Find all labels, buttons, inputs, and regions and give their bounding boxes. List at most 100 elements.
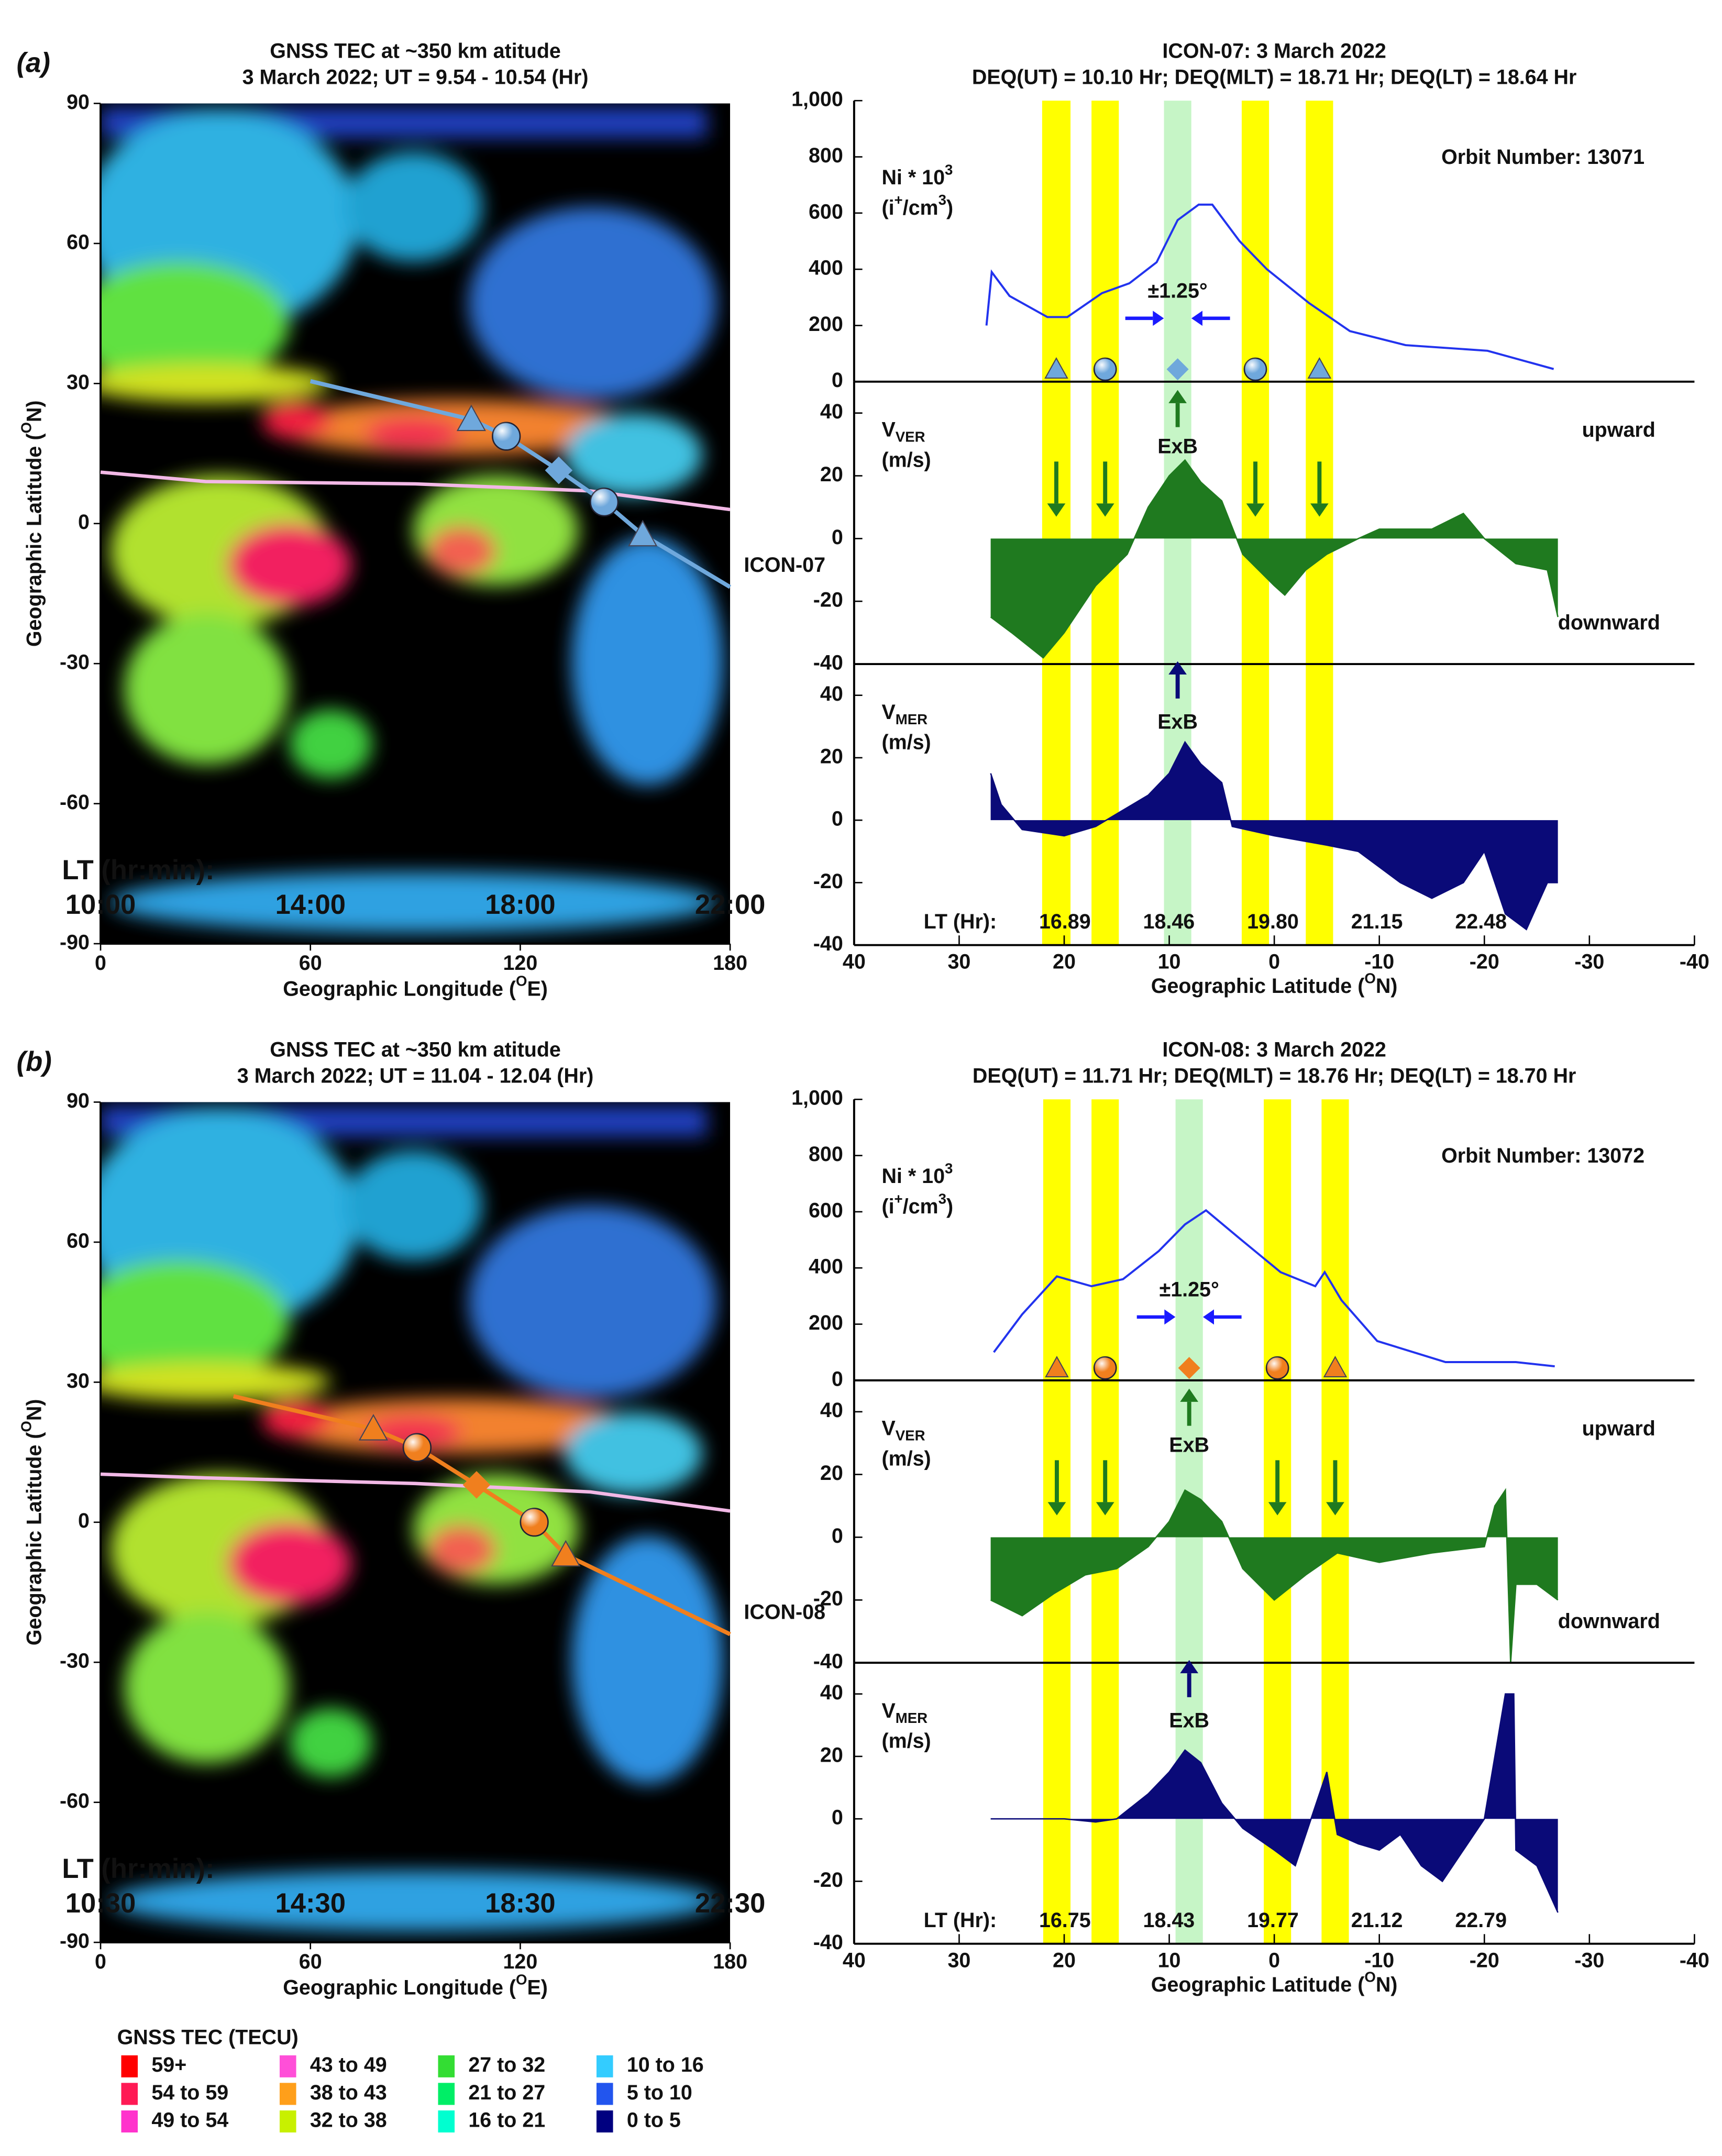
marker-shine: [520, 1508, 548, 1536]
y-tick-label: -20: [813, 589, 843, 612]
y-axis-label: (m/s): [881, 731, 931, 754]
x-axis-label-part: N): [1376, 975, 1398, 998]
map-title: GNSS TEC at ~350 km atitude: [270, 1038, 561, 1062]
marker-shine: [590, 488, 618, 516]
x-tick-label: 120: [503, 952, 538, 975]
lt-label: 22:00: [695, 889, 766, 920]
y-axis-label-part: ): [946, 196, 953, 219]
y-axis-label-part: /cm: [903, 1195, 939, 1218]
lt-title: LT (hr:min):: [62, 855, 214, 886]
arrow-head: [1191, 311, 1202, 326]
y-tick-label: 40: [820, 682, 843, 705]
x-tick-label: 20: [1053, 950, 1076, 973]
y-axis-label: VMER: [881, 701, 928, 727]
legend-swatch: [438, 2055, 455, 2077]
upward-label: upward: [1582, 418, 1655, 441]
y-tick-label: 0: [78, 511, 90, 534]
y-tick-label: 800: [809, 1143, 843, 1166]
legend-label: 27 to 32: [468, 2053, 545, 2076]
latitude-band: [1042, 101, 1071, 945]
y-tick-label: 800: [809, 144, 843, 167]
marker-triangle: [1323, 1355, 1348, 1378]
y-axis-label-part: N): [23, 1399, 46, 1421]
x-tick-label: -40: [1680, 950, 1709, 973]
x-axis-label-part: O: [516, 973, 527, 989]
marker-shine: [403, 1433, 431, 1462]
magnetic-equator: [100, 1472, 731, 1513]
legend-title: GNSS TEC (TECU): [117, 2026, 299, 2049]
arrow-head: [1246, 503, 1265, 517]
y-axis-label-part: MER: [896, 711, 928, 727]
legend-swatch: [438, 2110, 455, 2133]
y-tick-label: 200: [809, 313, 843, 336]
area-fill: [990, 1490, 1558, 1663]
marker-triangle: [1307, 357, 1332, 379]
lt-label: 16.75: [1039, 1909, 1091, 1932]
y-axis-label-part: (m/s): [881, 731, 931, 754]
y-axis-label-part: (m/s): [881, 1447, 931, 1470]
legend-swatch: [279, 2110, 296, 2133]
latitude-band: [1091, 1099, 1119, 1944]
x-tick-label: 180: [713, 952, 747, 975]
x-axis-label: Geographic Latitude (ON): [1151, 970, 1398, 998]
velocity-line: [990, 740, 1558, 931]
y-axis-label: Ni * 103: [881, 1160, 953, 1188]
x-tick-label: 180: [713, 1950, 747, 1973]
arrow-head: [1047, 1502, 1066, 1516]
y-tick-label: 90: [67, 91, 90, 114]
panel-label: (a): [17, 48, 50, 79]
marker-diamond: [1178, 1357, 1200, 1379]
y-axis-label: VVER: [881, 418, 925, 445]
y-tick-label: 40: [820, 400, 843, 423]
x-tick-label: -30: [1574, 950, 1604, 973]
velocity-line: [990, 1488, 1559, 1663]
map-title: GNSS TEC at ~350 km atitude: [270, 40, 561, 63]
y-axis-label-part: (m/s): [881, 1730, 931, 1753]
y-axis-label-part: 3: [939, 192, 946, 208]
y-tick-label: 600: [809, 200, 843, 223]
x-axis-label-part: N): [1376, 1974, 1398, 1997]
y-tick-label: -40: [813, 932, 843, 955]
legend-label: 21 to 27: [468, 2081, 545, 2104]
map-title: 3 March 2022; UT = 11.04 - 12.04 (Hr): [237, 1065, 594, 1088]
y-tick-label: 60: [67, 230, 90, 253]
marker-triangle: [628, 519, 658, 547]
arrow-head: [1268, 1502, 1287, 1516]
downward-label: downward: [1558, 1610, 1660, 1633]
y-axis-label-part: 3: [939, 1191, 946, 1207]
y-tick-label: -20: [813, 1868, 843, 1892]
y-tick-label: 30: [67, 371, 90, 394]
y-axis-label: Ni * 103: [881, 162, 953, 190]
marker-shine: [1094, 1357, 1117, 1379]
y-tick-label: 0: [832, 808, 843, 831]
legend-swatch: [279, 2083, 296, 2105]
x-tick-label: -20: [1470, 1949, 1499, 1972]
y-tick-label: 400: [809, 1255, 843, 1278]
downward-label: downward: [1558, 611, 1660, 634]
density-line: [985, 203, 1554, 370]
legend-label: 54 to 59: [151, 2081, 228, 2104]
y-tick-label: 90: [67, 1089, 90, 1112]
legend-label: 59+: [151, 2053, 186, 2076]
y-axis-label-part: VER: [896, 429, 925, 445]
x-axis-label: Geographic Longitude (OE): [283, 1972, 548, 1999]
marker-shine: [1266, 1357, 1289, 1379]
y-axis-label-part: ): [946, 1195, 953, 1218]
lt-title: LT (hr:min):: [62, 1853, 214, 1884]
lt-label: 16.89: [1039, 910, 1091, 933]
y-tick-label: -60: [60, 1789, 90, 1812]
x-axis-label-part: O: [1364, 970, 1375, 987]
arrow-head: [1168, 390, 1187, 403]
x-axis-label-part: O: [516, 1972, 527, 1988]
marker-triangle: [1045, 1355, 1069, 1378]
x-tick-label: -20: [1470, 950, 1499, 973]
y-axis-label-part: O: [18, 422, 35, 433]
latitude-band: [1043, 1099, 1071, 1944]
marker-shine: [1094, 358, 1117, 381]
y-tick-label: 20: [820, 463, 843, 486]
y-axis-label: (i+/cm3): [881, 192, 953, 220]
y-axis-label-part: +: [895, 1191, 903, 1207]
tec-map-background: [69, 1102, 731, 1943]
marker-triangle: [456, 404, 487, 432]
legend-label: 43 to 49: [310, 2053, 387, 2076]
